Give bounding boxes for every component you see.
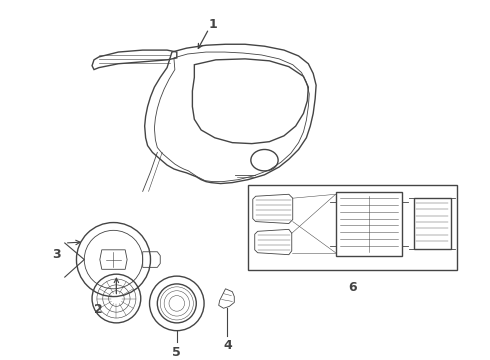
Bar	[336, 192, 402, 256]
Bar	[414, 198, 451, 249]
Text: 5: 5	[172, 346, 181, 359]
Text: 2: 2	[95, 303, 103, 316]
Text: 4: 4	[223, 339, 232, 352]
Text: 6: 6	[348, 281, 357, 294]
Text: 3: 3	[52, 248, 61, 261]
Bar	[248, 185, 457, 270]
Text: 1: 1	[208, 18, 217, 31]
